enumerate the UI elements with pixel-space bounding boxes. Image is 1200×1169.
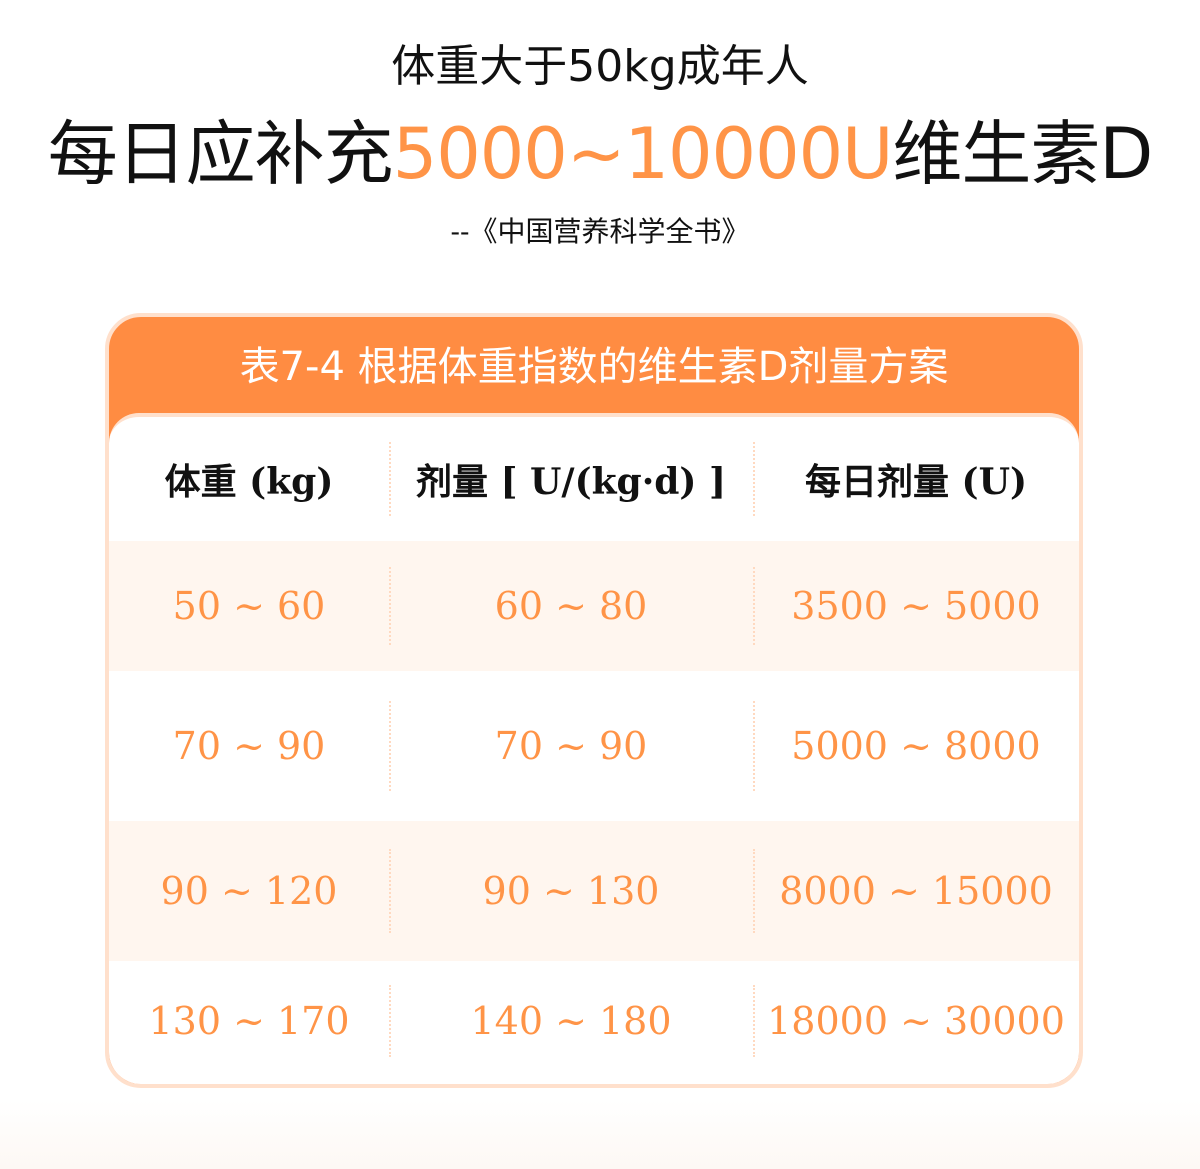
table-cell: 50 ~ 60 <box>172 584 326 628</box>
table-cell: 70 ~ 90 <box>389 671 753 821</box>
main-prefix: 每日应补充 <box>47 113 394 195</box>
main-suffix: 维生素D <box>892 113 1153 195</box>
table-cell: 18000 ~ 30000 <box>753 961 1079 1081</box>
column-header: 体重 (kg) <box>164 461 334 503</box>
footer-fade <box>0 1100 1200 1169</box>
table-cell: 60 ~ 80 <box>389 541 753 671</box>
subtitle: 体重大于50kg成年人 <box>391 41 809 92</box>
table-row: 90 ~ 120 90 ~ 130 8000 ~ 15000 <box>109 821 1079 961</box>
table-cell: 140 ~ 180 <box>389 961 753 1081</box>
column-header: 每日剂量 (U) <box>753 417 1079 541</box>
table-cell: 8000 ~ 15000 <box>753 821 1079 961</box>
table-row: 50 ~ 60 60 ~ 80 3500 ~ 5000 <box>109 541 1079 671</box>
table-cell: 5000 ~ 8000 <box>753 671 1079 821</box>
table-cell: 70 ~ 90 <box>172 724 326 768</box>
main-heading: 每日应补充5000~10000U维生素D <box>0 98 1200 199</box>
source-citation: --《中国营养科学全书》 <box>450 215 750 248</box>
column-header: 剂量 [ U/(kg·d) ] <box>389 417 753 541</box>
table-row: 130 ~ 170 140 ~ 180 18000 ~ 30000 <box>109 961 1079 1081</box>
dosage-table-card: 表7-4 根据体重指数的维生素D剂量方案 体重 (kg) 剂量 [ U/(kg·… <box>105 313 1083 1088</box>
table-row: 70 ~ 90 70 ~ 90 5000 ~ 8000 <box>109 671 1079 821</box>
main-highlight: 5000~10000U <box>392 113 894 195</box>
table-cell: 130 ~ 170 <box>148 999 350 1043</box>
table-cell: 3500 ~ 5000 <box>753 541 1079 671</box>
table-header-row: 体重 (kg) 剂量 [ U/(kg·d) ] 每日剂量 (U) <box>109 417 1079 541</box>
table-cell: 90 ~ 130 <box>389 821 753 961</box>
table-cell: 90 ~ 120 <box>160 869 338 913</box>
table-title: 表7-4 根据体重指数的维生素D剂量方案 <box>239 344 949 390</box>
table-body: 体重 (kg) 剂量 [ U/(kg·d) ] 每日剂量 (U) 50 ~ 60… <box>109 413 1079 1084</box>
